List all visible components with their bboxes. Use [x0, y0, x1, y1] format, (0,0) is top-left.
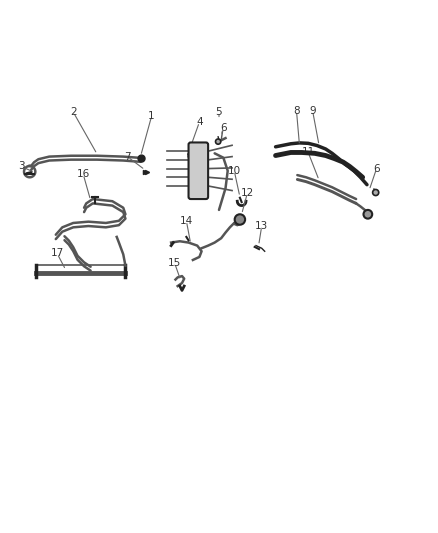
Text: 4: 4: [196, 117, 203, 127]
Text: 11: 11: [302, 148, 315, 157]
Text: 10: 10: [228, 166, 241, 176]
Circle shape: [373, 189, 379, 196]
Text: 14: 14: [180, 216, 193, 226]
Text: 6: 6: [220, 123, 226, 133]
Text: 13: 13: [255, 221, 268, 231]
Text: 8: 8: [293, 106, 300, 116]
Text: 2: 2: [70, 107, 77, 117]
Text: 6: 6: [373, 164, 380, 174]
Text: 7: 7: [124, 152, 131, 162]
Text: 17: 17: [50, 248, 64, 259]
Text: 5: 5: [215, 107, 223, 117]
Text: 15: 15: [168, 258, 181, 268]
FancyBboxPatch shape: [188, 142, 208, 199]
Text: 12: 12: [240, 188, 254, 198]
Text: 3: 3: [18, 161, 24, 172]
Circle shape: [215, 139, 221, 144]
Text: 1: 1: [148, 111, 155, 122]
Circle shape: [235, 214, 245, 225]
Circle shape: [138, 155, 145, 162]
Text: 16: 16: [77, 169, 90, 179]
Text: 9: 9: [309, 106, 316, 116]
Circle shape: [364, 210, 372, 219]
